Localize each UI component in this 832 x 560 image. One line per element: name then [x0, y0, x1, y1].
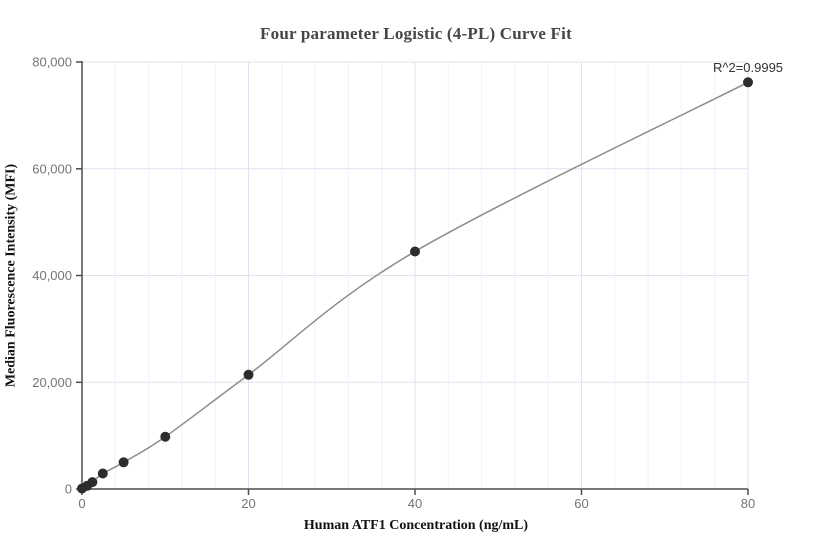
chart-title: Four parameter Logistic (4-PL) Curve Fit: [260, 24, 572, 43]
x-tick-label: 0: [78, 496, 85, 511]
x-tick-label: 20: [241, 496, 255, 511]
x-axis-label: Human ATF1 Concentration (ng/mL): [303, 518, 529, 533]
x-tick-label: 40: [408, 496, 422, 511]
data-point: [743, 77, 753, 88]
y-tick-label: 0: [65, 482, 72, 497]
y-tick-label: 80,000: [32, 55, 72, 70]
r-squared-annotation: R^2=0.9995: [712, 60, 784, 75]
x-tick-label: 80: [741, 496, 755, 511]
data-point: [410, 246, 420, 257]
y-tick-label: 20,000: [32, 375, 72, 390]
y-tick-label: 40,000: [32, 268, 72, 283]
data-point: [118, 457, 129, 468]
data-point: [97, 468, 108, 479]
data-point: [243, 369, 254, 380]
data-point: [160, 431, 171, 442]
y-tick-label: 60,000: [32, 161, 72, 176]
data-point: [87, 477, 98, 488]
x-tick-label: 60: [574, 496, 588, 511]
